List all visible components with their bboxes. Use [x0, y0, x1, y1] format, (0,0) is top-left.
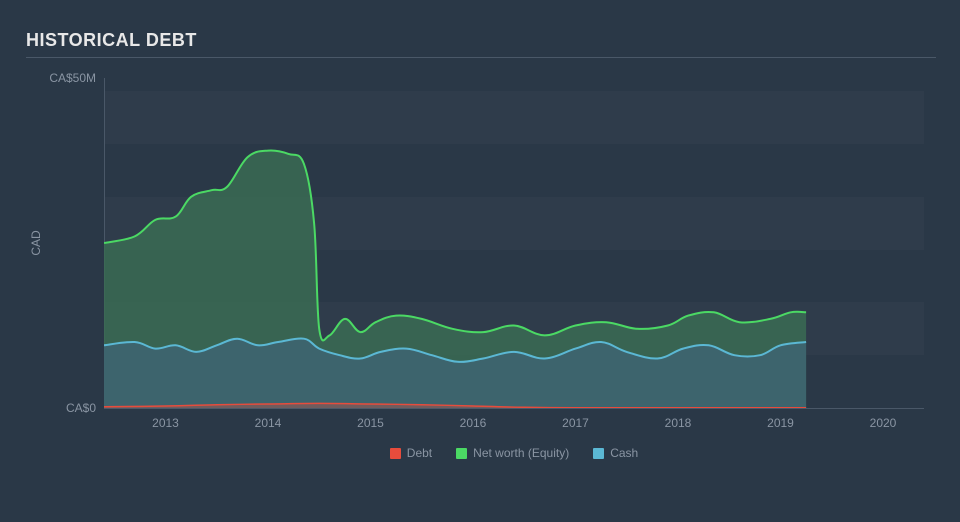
y-tick-label: CA$50M	[26, 71, 96, 85]
legend: Debt Net worth (Equity) Cash	[104, 446, 924, 462]
x-tick-label: 2016	[460, 416, 487, 430]
y-tick-label: CA$0	[26, 401, 96, 415]
legend-label: Net worth (Equity)	[473, 446, 569, 460]
legend-item: Cash	[593, 446, 638, 460]
plot-region	[104, 78, 924, 408]
x-tick-label: 2018	[665, 416, 692, 430]
x-tick-label: 2014	[255, 416, 282, 430]
legend-label: Cash	[610, 446, 638, 460]
title-underline	[26, 57, 936, 58]
x-axis-line	[104, 408, 924, 409]
legend-label: Debt	[407, 446, 432, 460]
x-tick-label: 2013	[152, 416, 179, 430]
legend-item: Net worth (Equity)	[456, 446, 569, 460]
x-tick-label: 2019	[767, 416, 794, 430]
x-tick-label: 2020	[870, 416, 897, 430]
chart-area: CAD CA$0CA$50M 2013201420152016201720182…	[26, 78, 936, 458]
x-tick-label: 2015	[357, 416, 384, 430]
legend-swatch	[390, 448, 401, 459]
legend-item: Debt	[390, 446, 432, 460]
legend-swatch	[456, 448, 467, 459]
chart-title: HISTORICAL DEBT	[26, 30, 936, 51]
legend-swatch	[593, 448, 604, 459]
y-axis-label: CAD	[29, 230, 43, 255]
x-tick-label: 2017	[562, 416, 589, 430]
